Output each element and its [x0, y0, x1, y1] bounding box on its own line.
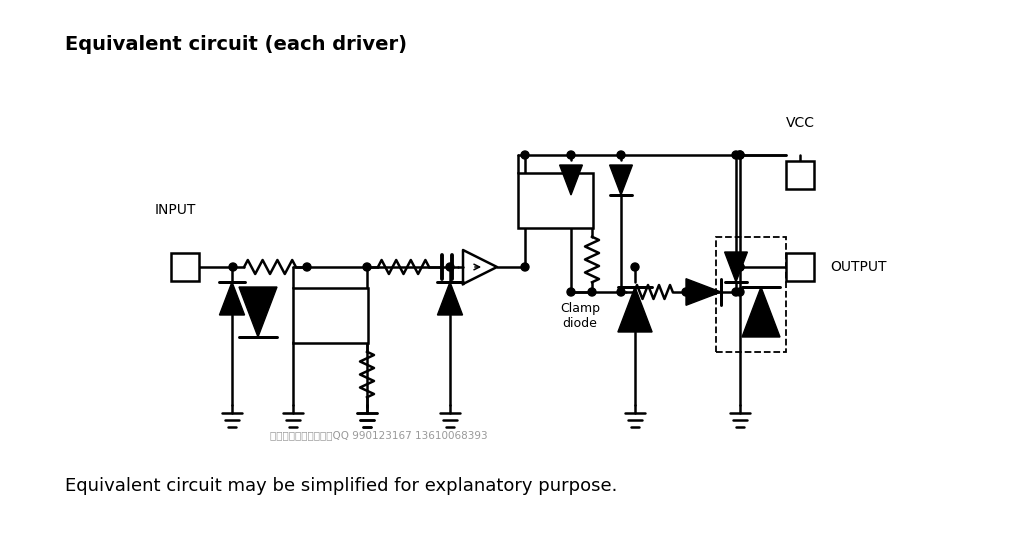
Circle shape — [736, 263, 744, 271]
Circle shape — [521, 151, 529, 159]
Text: Clamp: Clamp — [310, 308, 350, 322]
Circle shape — [736, 151, 744, 159]
Circle shape — [588, 288, 596, 296]
Polygon shape — [610, 165, 633, 195]
Bar — [716, 237, 786, 352]
Circle shape — [446, 263, 454, 271]
Polygon shape — [239, 287, 277, 337]
Bar — [292, 288, 368, 342]
Bar — [171, 253, 199, 281]
Circle shape — [521, 263, 529, 271]
Text: OUTPUT: OUTPUT — [830, 260, 887, 274]
Text: INPUT: INPUT — [155, 203, 196, 217]
Circle shape — [631, 263, 639, 271]
Circle shape — [617, 151, 625, 159]
Polygon shape — [618, 287, 652, 332]
Circle shape — [617, 288, 625, 296]
Polygon shape — [686, 278, 721, 305]
Text: Equivalent circuit (each driver): Equivalent circuit (each driver) — [65, 35, 407, 54]
Bar — [518, 173, 592, 227]
Circle shape — [732, 288, 740, 296]
Bar — [786, 253, 814, 281]
Text: 东芸代理、大量现货：QQ 990123167 13610068393: 东芸代理、大量现货：QQ 990123167 13610068393 — [270, 430, 487, 440]
Circle shape — [567, 151, 575, 159]
Circle shape — [682, 288, 690, 296]
Circle shape — [567, 288, 575, 296]
Circle shape — [732, 151, 740, 159]
Text: Clamp: Clamp — [535, 193, 575, 207]
Text: VCC: VCC — [786, 116, 815, 130]
Circle shape — [363, 263, 371, 271]
Circle shape — [303, 263, 311, 271]
Polygon shape — [560, 165, 582, 195]
Circle shape — [736, 288, 744, 296]
Text: Equivalent circuit may be simplified for explanatory purpose.: Equivalent circuit may be simplified for… — [65, 477, 618, 495]
Polygon shape — [725, 252, 747, 282]
Bar — [786, 161, 814, 189]
Circle shape — [736, 151, 744, 159]
Circle shape — [229, 263, 237, 271]
Polygon shape — [438, 282, 463, 315]
Polygon shape — [742, 287, 780, 337]
Polygon shape — [219, 282, 245, 315]
Text: Clamp
diode: Clamp diode — [560, 302, 600, 330]
Circle shape — [736, 263, 744, 271]
